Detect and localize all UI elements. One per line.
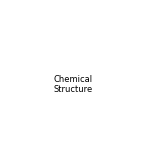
Text: Chemical
Structure: Chemical Structure	[53, 75, 92, 94]
